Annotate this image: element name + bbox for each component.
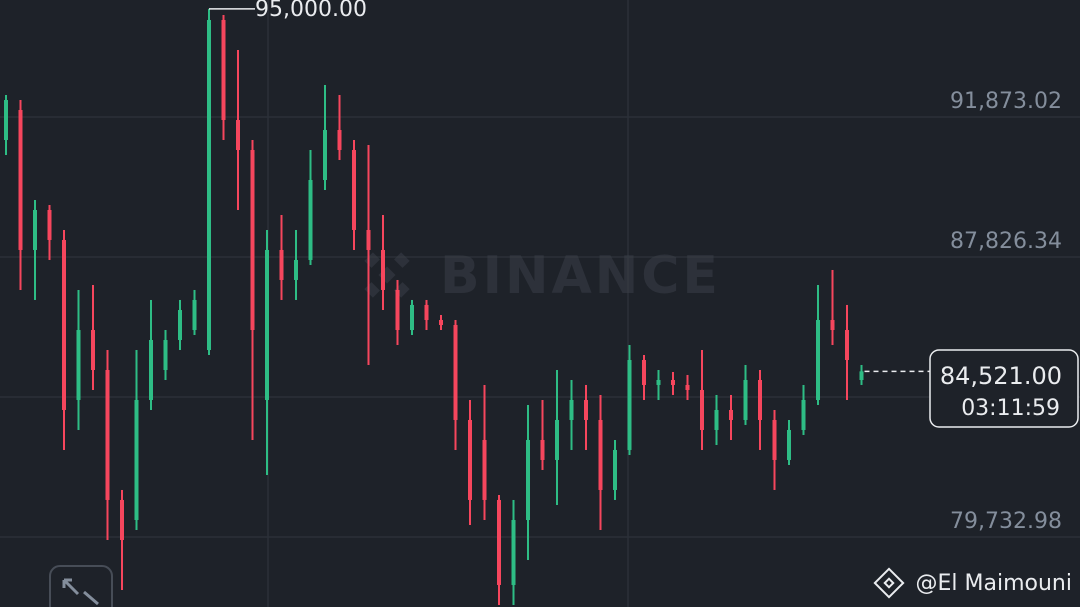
candle-body	[598, 419, 603, 490]
candle-body	[33, 209, 37, 250]
candle-body	[627, 360, 632, 450]
candle-body	[120, 499, 124, 541]
candle-body	[859, 371, 864, 380]
watermark: BINANCE	[364, 246, 721, 306]
candle-body	[395, 289, 400, 331]
candle-body	[743, 379, 748, 420]
price-tag	[929, 349, 1079, 428]
candle-body	[163, 340, 168, 371]
candle-body	[482, 439, 487, 500]
candle-body	[526, 439, 530, 521]
candle-body	[555, 419, 559, 460]
candle-body	[801, 399, 806, 430]
candle-body	[758, 379, 762, 420]
high-label: 95,000.00	[255, 0, 367, 22]
expand-button[interactable]	[49, 565, 113, 607]
candle-body	[671, 379, 675, 385]
watermark-text: BINANCE	[440, 246, 721, 306]
candle-body	[76, 330, 81, 400]
credit-logo	[873, 567, 905, 599]
candles	[4, 8, 864, 606]
candle-body	[381, 249, 385, 290]
candle-body	[221, 19, 226, 121]
countdown: 03:11:59	[961, 396, 1060, 421]
candle-body	[656, 379, 661, 385]
candle-body	[729, 409, 733, 420]
candle-body	[424, 304, 429, 321]
candle-body	[540, 439, 545, 460]
candle-body	[366, 229, 371, 250]
candle-body	[787, 429, 791, 460]
candle-body	[700, 389, 704, 430]
y-tick-label: 91,873.02	[950, 89, 1062, 114]
candle-body	[91, 330, 95, 371]
candle-body	[584, 399, 588, 420]
candle-body	[439, 320, 443, 325]
candle-body	[685, 384, 690, 390]
candle-body	[410, 304, 414, 331]
candle-body	[250, 150, 255, 331]
credit-text: @El Maimouni	[916, 571, 1072, 596]
candle-body	[337, 130, 342, 151]
candle-body	[845, 330, 849, 361]
candle-body	[236, 120, 240, 151]
candle-body	[511, 520, 516, 585]
candle-body	[772, 419, 777, 460]
candle-body	[453, 324, 458, 420]
candle-body	[714, 409, 719, 430]
candle-body	[816, 320, 820, 400]
candle-body	[642, 360, 646, 385]
candle-body	[62, 239, 66, 410]
y-tick-label: 79,732.98	[950, 509, 1062, 534]
candle-body	[134, 399, 139, 521]
candle-body	[47, 209, 52, 240]
candle-body	[192, 299, 197, 331]
candle-body	[569, 399, 574, 420]
candle-body	[207, 19, 211, 351]
candle-body	[613, 449, 617, 490]
candle-body	[105, 370, 110, 500]
candle-body	[18, 110, 23, 250]
credit: @El Maimouni	[873, 567, 1072, 599]
expand-icon	[62, 578, 99, 606]
candle-body	[497, 499, 501, 585]
candle-body	[178, 310, 182, 341]
candle-body	[294, 259, 298, 280]
candle-body	[4, 100, 8, 141]
grid: 91,873.02 87,826.34 79,732.98	[0, 89, 1080, 538]
candle-body	[830, 320, 835, 331]
y-tick-label: 87,826.34	[950, 229, 1062, 254]
candle-body	[149, 340, 153, 400]
expand-button-frame[interactable]	[49, 565, 113, 607]
candle-body	[265, 249, 269, 400]
candle-body	[468, 419, 472, 500]
candle-body	[279, 249, 284, 280]
last-price-label: 84,521.00	[940, 362, 1062, 390]
candle-body	[323, 130, 327, 180]
overlay: 84,521.00 03:11:59 95,000.00	[209, 0, 1079, 428]
candle-body	[308, 179, 313, 260]
candle-body	[352, 150, 356, 230]
